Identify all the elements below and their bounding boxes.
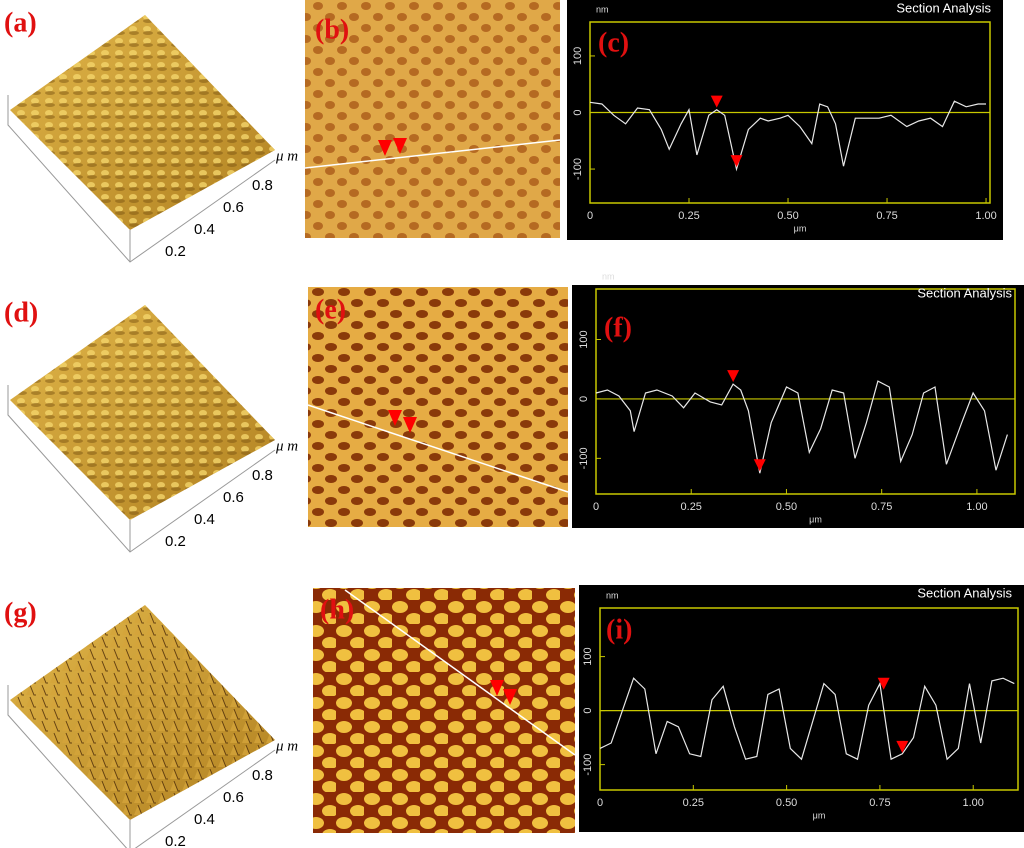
y-axis-label: nm [596,4,609,14]
y-axis-label: nm [602,271,615,281]
y-tick-label: 100 [578,330,590,348]
axis-tick-label: 0.2 [165,243,186,260]
panel-label: (b) [315,14,349,45]
x-tick-label: 0.25 [683,797,704,809]
y-tick-label: -100 [582,754,594,776]
cursor-marker [710,95,723,108]
plot-background [572,285,1024,528]
y-tick-label: 0 [582,708,594,714]
profile-line [589,100,986,172]
x-tick-label: 0.25 [678,210,699,222]
cursor [388,410,417,433]
axis-tick-label: 0.8 [252,467,273,484]
cursor-marker [896,740,909,753]
axis-unit: μ m [275,438,298,454]
plot-frame [599,607,1019,791]
panel-label: (g) [4,597,37,628]
profile-line [599,677,1015,761]
section-line [344,589,576,756]
cursor [378,138,407,156]
afm-image [308,287,568,527]
surface-texture [10,605,275,820]
y-axis-label: nm [606,590,619,600]
x-tick-label: 1.00 [966,501,987,513]
surface-axes [7,95,276,263]
y-tick-label: 100 [572,47,584,65]
y-tick-label: -100 [578,447,590,469]
cursor [490,680,517,705]
x-tick-label: 0.25 [681,501,702,513]
surface-axes [7,385,276,553]
x-tick-label: 0.75 [871,501,892,513]
panel-label: (d) [4,297,38,328]
panel-label: (h) [320,594,354,625]
x-axis-label: μm [809,514,822,524]
surface-axes [7,685,276,848]
x-tick-label: 0.75 [876,210,897,222]
x-tick-label: 0.75 [869,797,890,809]
x-axis-label: μm [794,223,807,233]
x-tick-label: 0.50 [776,501,797,513]
cursor-marker [753,459,766,472]
y-tick-label: 100 [582,647,594,665]
x-tick-label: 1.00 [975,210,996,222]
x-tick-label: 0.50 [777,210,798,222]
x-tick-label: 1.00 [963,797,984,809]
y-tick-label: -100 [572,158,584,180]
x-tick-label: 0.50 [776,797,797,809]
afm-image [305,0,560,238]
plot-background [579,585,1024,832]
chart-title: Section Analysis [917,285,1012,300]
axis-tick-label: 0.8 [252,177,273,194]
x-tick-label: 0 [593,501,599,513]
x-tick-label: 0 [597,797,603,809]
section-line [304,139,561,169]
panel-label: (c) [598,27,629,58]
axis-tick-label: 0.4 [194,811,215,828]
chart-title: Section Analysis [896,0,991,15]
profile-line [595,380,1008,474]
surface-texture [10,305,275,520]
plot-background [567,0,1003,240]
axis-tick-label: 0.8 [252,767,273,784]
panel-label: (a) [4,7,37,38]
axis-tick-label: 0.6 [223,789,244,806]
x-axis-label: μm [813,810,826,820]
plot-frame [595,288,1016,495]
axis-unit: μ m [275,738,298,754]
panel-label: (e) [315,294,346,325]
y-tick-label: 0 [572,109,584,115]
cursor-marker [877,677,890,690]
afm-image [313,588,575,833]
axis-unit: μ m [275,148,298,164]
panel-label: (f) [604,312,632,343]
panel-label: (i) [606,614,632,645]
axis-tick-label: 0.4 [194,511,215,528]
x-tick-label: 0 [587,210,593,222]
axis-tick-label: 0.2 [165,833,186,848]
chart-title: Section Analysis [917,585,1012,600]
axis-tick-label: 0.2 [165,533,186,550]
axis-tick-label: 0.6 [223,489,244,506]
axis-tick-label: 0.6 [223,199,244,216]
surface-texture [10,15,275,230]
cursor-marker [730,155,743,168]
axis-tick-label: 0.4 [194,221,215,238]
cursor-marker [727,370,740,383]
section-line [307,404,569,493]
y-tick-label: 0 [578,396,590,402]
